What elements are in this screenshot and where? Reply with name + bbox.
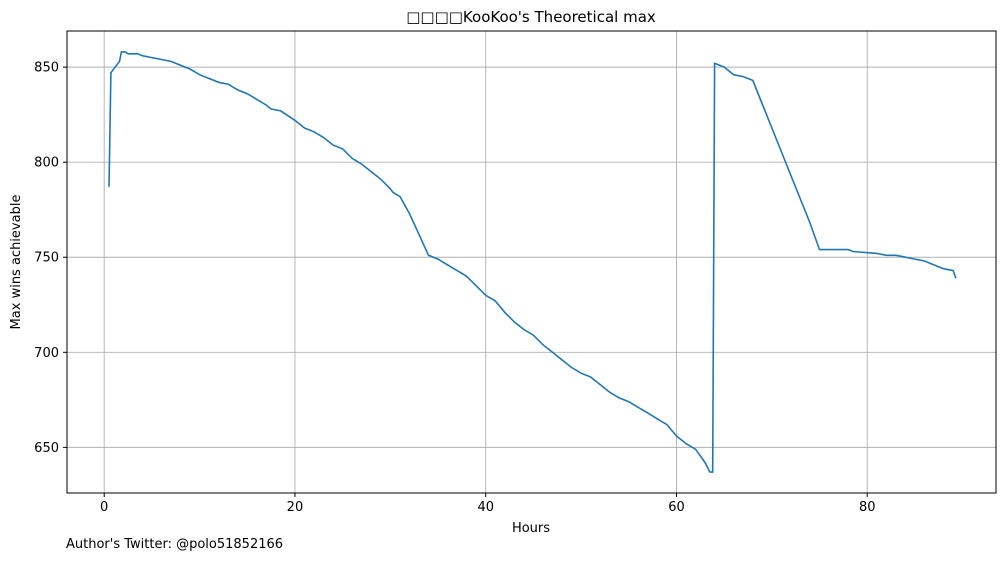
series-line [108, 51, 957, 473]
y-tick-label: 750 [34, 251, 59, 266]
plot-area-frame [66, 30, 997, 494]
chart-title: □□□□KooKoo's Theoretical max [406, 8, 656, 26]
y-axis-label: Max wins achievable [9, 195, 24, 330]
x-tick-label: 40 [477, 500, 494, 515]
x-tick-label: 60 [668, 500, 685, 515]
x-axis-label: Hours [512, 521, 550, 536]
y-tick-label: 650 [34, 441, 59, 456]
y-tick-label: 800 [34, 156, 59, 171]
x-tick-label: 0 [100, 500, 108, 515]
axis-ticks: 0 20 40 60 80 650 700 750 800 850 [34, 61, 875, 515]
x-tick-label: 20 [287, 500, 304, 515]
y-tick-label: 850 [34, 61, 59, 76]
author-credit: Author's Twitter: @polo51852166 [66, 537, 284, 552]
grid-lines [67, 31, 996, 493]
x-tick-label: 80 [859, 500, 876, 515]
y-tick-label: 700 [34, 346, 59, 361]
